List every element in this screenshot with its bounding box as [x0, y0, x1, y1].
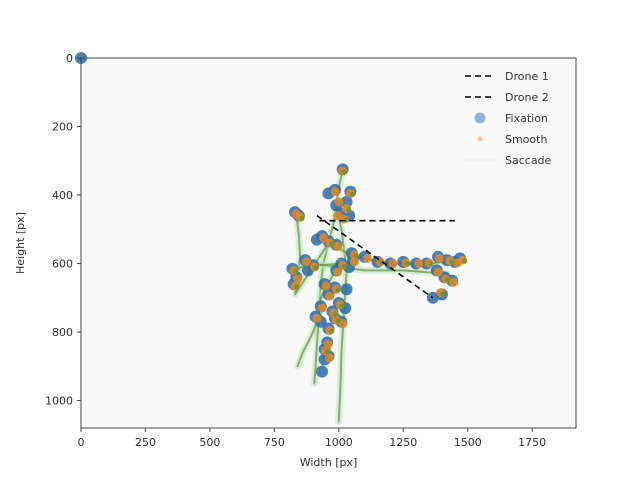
saccade-overlay-point	[293, 268, 299, 274]
smooth-point	[317, 303, 327, 313]
saccade-overlay-point	[324, 349, 330, 355]
smooth-point	[321, 281, 331, 291]
saccade-overlay-point	[379, 260, 385, 266]
x-tick-label: 1250	[389, 436, 417, 449]
saccade-overlay-point	[440, 291, 446, 297]
saccade-overlay-point	[335, 287, 341, 293]
saccade-overlay-point	[299, 215, 305, 221]
y-axis-ticks: 0 200 400 600 800 1000	[45, 52, 81, 408]
legend-label: Drone 2	[505, 91, 549, 104]
smooth-point	[293, 274, 303, 284]
smooth-point	[325, 291, 335, 301]
saccade-overlay-point	[313, 265, 319, 271]
fixation-point	[316, 365, 329, 378]
smooth-point	[333, 241, 343, 251]
legend-label: Smooth	[505, 133, 547, 146]
smooth-point	[323, 339, 333, 349]
saccade-overlay-point	[294, 284, 300, 290]
drone-layer	[316, 214, 455, 299]
saccade-overlay-point	[405, 261, 411, 267]
fixation-point	[340, 283, 353, 296]
y-tick-label: 800	[52, 326, 73, 339]
y-tick-label: 1000	[45, 395, 73, 408]
x-tick-label: 750	[264, 436, 285, 449]
saccade-overlay-point	[353, 253, 359, 259]
smooth-point	[324, 353, 334, 363]
plot-frame	[80, 57, 577, 429]
saccade-overlay-point	[342, 169, 348, 175]
smooth-point	[312, 313, 322, 323]
legend-symbol	[477, 136, 483, 142]
x-tick-label: 0	[78, 436, 85, 449]
saccade-overlay-point	[449, 259, 455, 265]
saccade-overlay-point	[335, 318, 341, 324]
smooth-point	[433, 267, 443, 277]
smooth-point	[349, 257, 359, 267]
smooth-point	[362, 253, 372, 263]
smooth-point	[449, 277, 459, 287]
legend-symbol	[474, 112, 486, 124]
legend-label: Drone 1	[505, 70, 549, 83]
saccade-overlay-point	[329, 241, 335, 247]
x-axis-ticks: 0 250 500 750 1000 1250 1500 1750	[78, 428, 546, 449]
x-tick-label: 1750	[518, 436, 546, 449]
saccade-overlay-point	[349, 191, 355, 197]
saccade-overlay-point	[329, 328, 335, 334]
x-tick-label: 1500	[454, 436, 482, 449]
smooth-point	[318, 233, 328, 243]
fixation-point	[340, 195, 353, 208]
x-tick-label: 500	[199, 436, 220, 449]
saccade-overlay-point	[346, 207, 352, 213]
smooth-point	[388, 259, 398, 269]
saccade-trace	[312, 262, 449, 275]
y-tick-label: 0	[66, 52, 73, 65]
y-axis-label: Height [px]	[14, 212, 27, 274]
legend-label: Saccade	[505, 154, 552, 167]
legend: Drone 1 Drone 2 Fixation Smooth Saccade	[465, 70, 552, 167]
smooth-point	[434, 253, 444, 263]
y-tick-label: 400	[52, 189, 73, 202]
smooth-point	[333, 267, 343, 277]
smooth-layer	[289, 166, 468, 363]
x-tick-label: 250	[135, 436, 156, 449]
smooth-point	[330, 187, 340, 197]
y-tick-label: 200	[52, 121, 73, 134]
saccade-overlay-point	[339, 303, 345, 309]
smooth-point	[334, 197, 344, 207]
smooth-point	[302, 257, 312, 267]
saccade-overlay-point	[428, 261, 434, 267]
legend-label: Fixation	[505, 112, 548, 125]
saccade-overlay-point	[462, 258, 468, 264]
x-tick-label: 1000	[325, 436, 353, 449]
smooth-point	[414, 259, 424, 269]
saccade-overlay-point	[342, 263, 348, 269]
saccade-overlay-point	[333, 311, 339, 317]
x-axis-label: Width [px]	[300, 456, 358, 469]
drone-2-line	[316, 214, 434, 299]
saccade-overlay-point	[445, 277, 451, 283]
y-tick-label: 600	[52, 258, 73, 271]
